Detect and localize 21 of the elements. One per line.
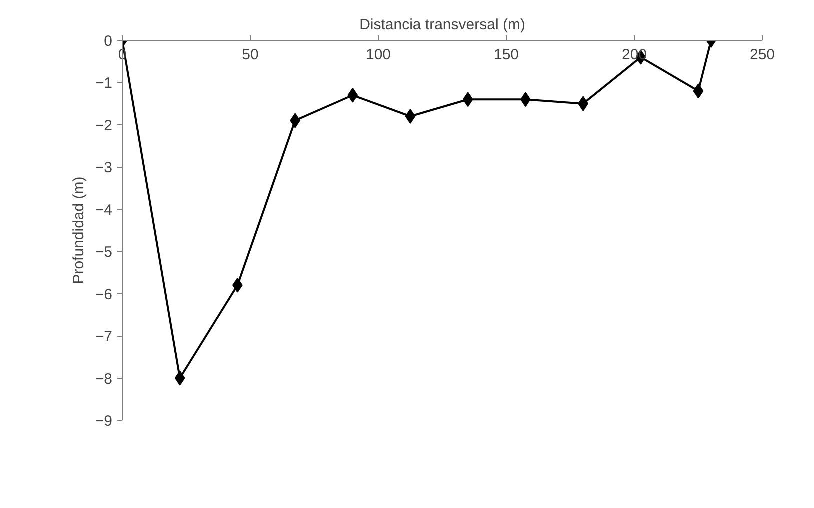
y-tick-label: −5 — [95, 244, 113, 262]
point — [174, 370, 186, 386]
y-tick-label: −1 — [95, 75, 113, 92]
x-tick-label: 150 — [494, 46, 520, 64]
y-axis-title: Profundidad (m) — [70, 176, 88, 284]
point — [405, 109, 416, 124]
y-tick-label: −2 — [95, 117, 113, 134]
y-tick-label: −3 — [95, 160, 113, 177]
point — [693, 84, 704, 99]
x-tick-label: 50 — [242, 46, 259, 64]
point — [462, 92, 474, 108]
y-tick-label: −9 — [95, 413, 113, 430]
y-tick-label: −4 — [95, 202, 113, 219]
x-tick-label: 100 — [366, 46, 392, 64]
y-tick-label: −8 — [95, 370, 113, 388]
x-axis-title: Distancia transversal (m) — [360, 16, 526, 34]
y-tick-label: −6 — [95, 286, 113, 304]
y-tick-label: 0 — [104, 33, 112, 50]
x-tick-label: 250 — [750, 46, 776, 64]
point — [348, 88, 358, 103]
y-tick-label: −7 — [95, 328, 113, 346]
